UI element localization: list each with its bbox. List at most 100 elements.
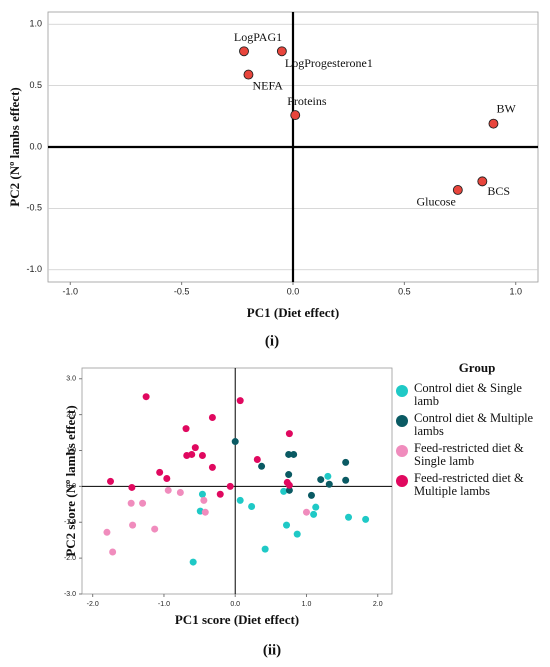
x-tick-label: 2.0 bbox=[373, 601, 383, 608]
y-tick-label: 1.0 bbox=[66, 447, 76, 454]
y-axis-title: PC2 score (Nº lambs effect) bbox=[63, 405, 78, 556]
data-point bbox=[285, 430, 293, 438]
x-tick-label: -0.5 bbox=[174, 286, 190, 296]
data-point bbox=[236, 397, 244, 405]
data-point bbox=[276, 46, 287, 57]
data-point bbox=[198, 490, 206, 498]
data-point bbox=[200, 496, 208, 504]
y-tick-label: 0.5 bbox=[29, 80, 42, 90]
x-tick-label: -1.0 bbox=[63, 286, 79, 296]
data-point bbox=[258, 462, 266, 470]
data-point bbox=[317, 476, 325, 484]
data-point bbox=[307, 491, 315, 499]
legend-label: Feed-restricted diet & Single lamb bbox=[414, 441, 524, 468]
data-point bbox=[285, 486, 293, 494]
legend-entry: Feed-restricted diet & Single lamb bbox=[392, 442, 542, 468]
data-point bbox=[109, 548, 117, 556]
data-point bbox=[290, 110, 301, 121]
data-point bbox=[324, 472, 332, 480]
data-point bbox=[285, 471, 293, 479]
data-point bbox=[342, 458, 350, 466]
y-tick-label: -3.0 bbox=[64, 591, 76, 598]
legend-swatch bbox=[396, 475, 408, 487]
data-point bbox=[302, 508, 310, 516]
data-point bbox=[290, 450, 298, 458]
data-point bbox=[201, 508, 209, 516]
x-tick-label: -1.0 bbox=[158, 601, 170, 608]
data-point bbox=[243, 69, 254, 80]
data-point bbox=[189, 558, 197, 566]
y-tick-label: 2.0 bbox=[66, 411, 76, 418]
data-point bbox=[216, 490, 224, 498]
data-point bbox=[151, 525, 159, 533]
legend-label: Control diet & Multiple lambs bbox=[414, 411, 534, 438]
data-point bbox=[164, 486, 172, 494]
y-tick-label: 1.0 bbox=[29, 19, 42, 29]
y-tick-label: -1.0 bbox=[64, 519, 76, 526]
data-point bbox=[280, 487, 288, 495]
data-point bbox=[176, 488, 184, 496]
point-label: BCS bbox=[487, 184, 510, 198]
y-axis-title: PC2 (Nº lambs effect) bbox=[7, 87, 22, 206]
data-point bbox=[477, 176, 488, 187]
point-label: NEFA bbox=[252, 78, 283, 92]
data-point bbox=[156, 468, 164, 476]
data-point bbox=[310, 510, 318, 518]
data-point bbox=[342, 476, 350, 484]
x-tick-label: -2.0 bbox=[87, 601, 99, 608]
legend-swatch bbox=[396, 385, 408, 397]
data-point bbox=[312, 503, 320, 511]
caption: (i) bbox=[265, 333, 279, 349]
y-tick-label: 3.0 bbox=[66, 376, 76, 383]
point-label: LogProgesterone1 bbox=[285, 56, 373, 70]
legend-entry: Control diet & Multiple lambs bbox=[392, 412, 542, 438]
x-tick-label: 0.0 bbox=[230, 601, 240, 608]
point-label: Glucose bbox=[416, 195, 455, 209]
y-tick-label: 0.0 bbox=[66, 483, 76, 490]
data-point bbox=[129, 521, 137, 529]
data-point bbox=[248, 502, 256, 510]
data-point bbox=[191, 444, 199, 452]
y-tick-label: 0.0 bbox=[29, 141, 42, 151]
data-point bbox=[488, 118, 499, 129]
legend-swatch bbox=[396, 445, 408, 457]
point-label: LogPAG1 bbox=[234, 30, 282, 44]
data-point bbox=[226, 482, 234, 490]
y-tick-label: -2.0 bbox=[64, 555, 76, 562]
legend-entry: Control diet & Single lamb bbox=[392, 382, 542, 408]
x-tick-label: 1.0 bbox=[509, 286, 522, 296]
data-point bbox=[183, 452, 191, 460]
data-point bbox=[208, 414, 216, 422]
plot-frame bbox=[81, 367, 393, 595]
data-point bbox=[283, 521, 291, 529]
data-point bbox=[163, 474, 171, 482]
x-axis-title: PC1 score (Diet effect) bbox=[175, 612, 299, 627]
point-label: BW bbox=[496, 101, 516, 115]
data-point bbox=[208, 463, 216, 471]
caption: (ii) bbox=[263, 642, 281, 658]
data-point bbox=[236, 496, 244, 504]
data-point bbox=[142, 393, 150, 401]
legend: Group Control diet & Single lamb Control … bbox=[392, 360, 542, 502]
x-tick-label: 0.0 bbox=[287, 286, 300, 296]
legend-entry: Feed-restricted diet & Multiple lambs bbox=[392, 472, 542, 498]
data-point bbox=[362, 515, 370, 523]
data-point bbox=[285, 481, 293, 489]
data-point bbox=[239, 46, 249, 57]
legend-title: Group bbox=[458, 360, 496, 375]
data-point bbox=[325, 480, 333, 488]
legend-label: Feed-restricted diet & Multiple lambs bbox=[414, 471, 524, 498]
data-point bbox=[139, 499, 147, 507]
x-tick-label: 1.0 bbox=[302, 601, 312, 608]
x-tick-label: 0.5 bbox=[398, 286, 411, 296]
data-point bbox=[452, 185, 463, 195]
data-point bbox=[285, 450, 293, 458]
data-point bbox=[231, 438, 239, 446]
data-point bbox=[107, 477, 115, 485]
legend-label: Control diet & Single lamb bbox=[414, 381, 522, 408]
data-point bbox=[345, 513, 353, 521]
x-axis-title: PC1 (Diet effect) bbox=[247, 305, 339, 320]
data-point bbox=[261, 545, 269, 553]
data-point bbox=[293, 530, 301, 538]
